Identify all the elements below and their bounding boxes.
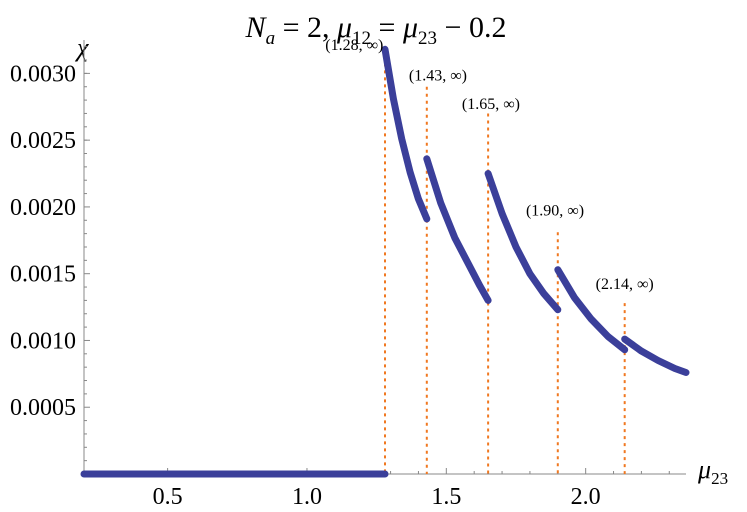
x-axis-label: μ23 [697, 455, 728, 488]
y-tick-label: 0.0015 [10, 262, 76, 288]
x-tick-label: 0.5 [153, 484, 183, 510]
title-mu1: μ [336, 11, 352, 44]
title-mu2-sub: 23 [418, 28, 437, 49]
threshold-label: (1.43, ∞) [409, 68, 467, 85]
series-line [621, 335, 690, 376]
title-mu2: μ [402, 11, 418, 44]
title-n: N [245, 11, 268, 44]
title-eq2: = [371, 11, 403, 44]
series-line [554, 266, 629, 354]
title-rest: − 0.2 [437, 11, 506, 44]
svg-text:μ23: μ23 [697, 455, 728, 488]
y-tick-label: 0.0010 [10, 328, 76, 354]
threshold-label: (1.28, ∞) [325, 37, 383, 54]
title-eq1: = 2, [275, 11, 337, 44]
plot-area: 0.0005 0.0010 0.0015 0.0020 0.0025 0.0030 0.5 1… [10, 37, 690, 510]
x-tick-label: 1.0 [292, 484, 322, 510]
y-tick-label: 0.0030 [10, 61, 76, 87]
threshold-label: (1.65, ∞) [462, 96, 520, 113]
y-axis-label: χ [74, 33, 89, 62]
threshold-label: (1.90, ∞) [526, 203, 584, 220]
title-n-sub: a [266, 28, 276, 49]
threshold-label: (2.14, ∞) [596, 276, 654, 293]
chart-title: Na = 2, μ12 = μ23 − 0.2 [245, 11, 507, 49]
x-tick-label: 2.0 [571, 484, 601, 510]
y-tick-label: 0.0025 [10, 128, 76, 154]
y-tick-label: 0.0005 [10, 395, 76, 421]
series-line [423, 155, 492, 304]
x-axis-label-sub: 23 [711, 469, 728, 488]
series-line [381, 45, 431, 223]
svg-text:Na = 2, μ12 = μ23 − 0.2: Na = 2, μ12 = μ23 − 0.2 [245, 11, 507, 49]
x-axis-label-mu: μ [697, 455, 711, 484]
x-tick-label: 1.5 [431, 484, 461, 510]
series-line [484, 170, 562, 314]
y-tick-label: 0.0020 [10, 195, 76, 221]
title-mu1-sub: 12 [352, 28, 371, 49]
